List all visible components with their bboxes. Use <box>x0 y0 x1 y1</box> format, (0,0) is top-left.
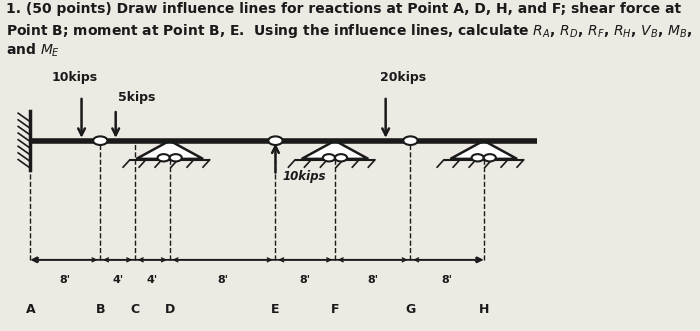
Text: 8': 8' <box>60 275 71 285</box>
Text: F: F <box>330 303 340 316</box>
Text: 4': 4' <box>112 275 123 285</box>
Circle shape <box>323 154 335 162</box>
Text: B: B <box>95 303 105 316</box>
Polygon shape <box>302 141 368 159</box>
Text: 8': 8' <box>368 275 378 285</box>
Text: 20kips: 20kips <box>380 71 426 84</box>
Polygon shape <box>136 141 203 159</box>
Text: G: G <box>405 303 416 316</box>
Text: and $M_E$: and $M_E$ <box>6 41 60 59</box>
Circle shape <box>268 136 283 145</box>
Text: 8': 8' <box>300 275 311 285</box>
Text: 10kips: 10kips <box>282 170 326 183</box>
Text: 1. (50 points) Draw influence lines for reactions at Point A, D, H, and F; shear: 1. (50 points) Draw influence lines for … <box>6 2 680 16</box>
Circle shape <box>472 154 484 162</box>
Polygon shape <box>450 141 517 159</box>
Circle shape <box>484 154 496 162</box>
Text: E: E <box>271 303 280 316</box>
Circle shape <box>93 136 107 145</box>
Text: 10kips: 10kips <box>51 71 97 84</box>
Text: A: A <box>25 303 35 316</box>
Circle shape <box>158 154 169 162</box>
Circle shape <box>335 154 347 162</box>
Text: Point B; moment at Point B, E.  Using the influence lines, calculate $R_A$, $R_D: Point B; moment at Point B, E. Using the… <box>6 22 692 39</box>
Text: 5kips: 5kips <box>118 91 155 104</box>
Text: 8': 8' <box>442 275 453 285</box>
Text: 8': 8' <box>217 275 228 285</box>
Text: D: D <box>164 303 175 316</box>
Text: C: C <box>130 303 139 316</box>
Text: H: H <box>479 303 489 316</box>
Circle shape <box>169 154 182 162</box>
Text: 4': 4' <box>147 275 158 285</box>
Circle shape <box>403 136 418 145</box>
